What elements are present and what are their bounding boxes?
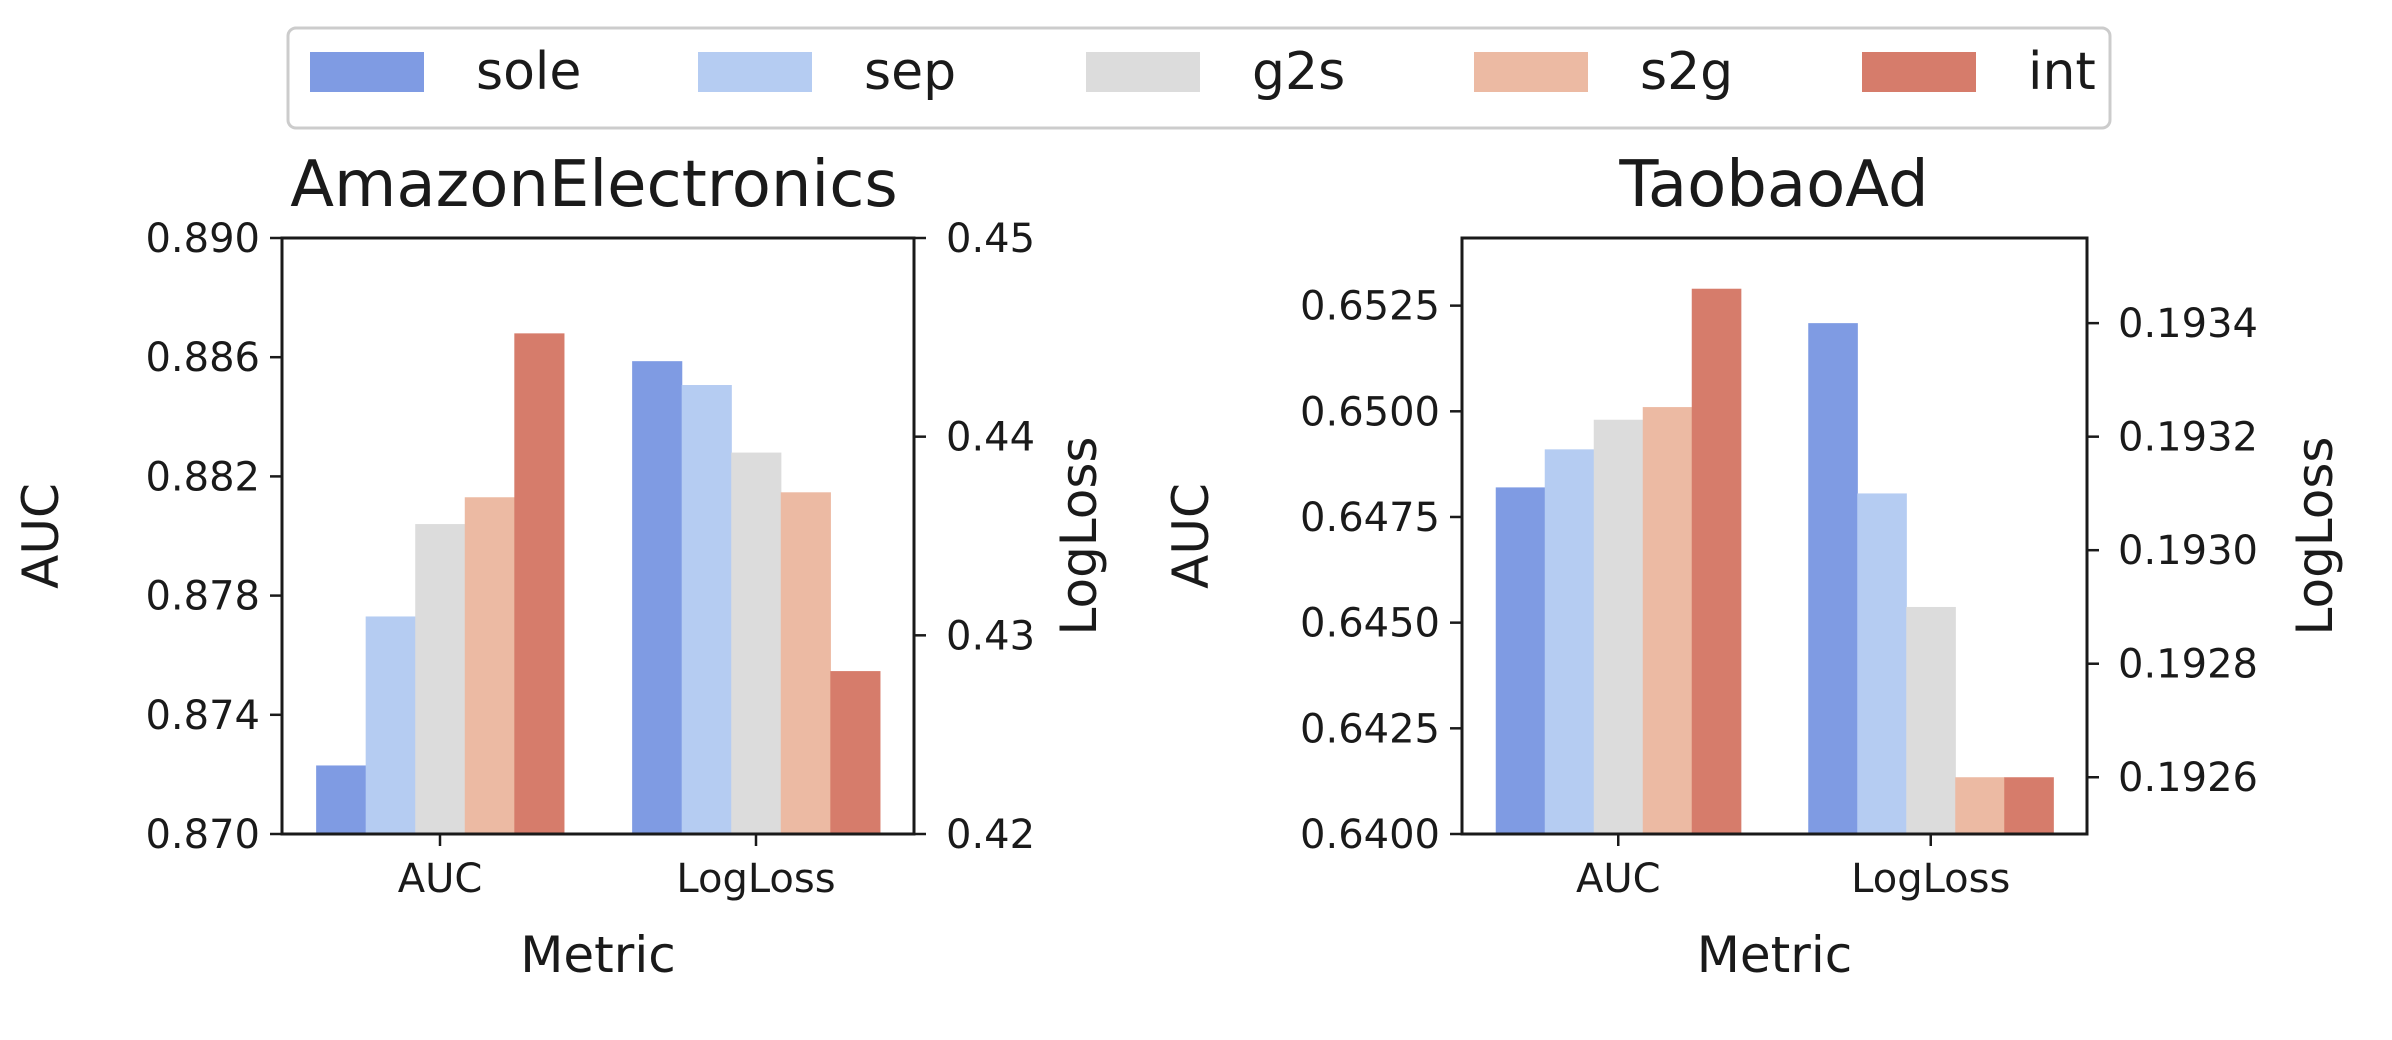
chart-taobao-ad: AUC LogLoss 0.6400 0.6425 0.6450 0.6475 0.6500… (1162, 148, 2344, 984)
legend-swatch-sep (698, 52, 812, 92)
legend-label-s2g: s2g (1640, 42, 1733, 102)
y-right-tick-label: 0.45 (946, 216, 1035, 262)
y-right-tick-label: 0.1928 (2118, 642, 2258, 688)
x-axis-label: Metric (520, 926, 675, 984)
y-right-tick-label: 0.43 (946, 613, 1035, 659)
bar-logloss-s2g (1955, 777, 2005, 834)
y-right-tick-label: 0.1934 (2118, 301, 2258, 347)
y-tick-label: 0.6500 (1300, 389, 1440, 435)
y-right-tick-label: 0.42 (946, 812, 1035, 858)
y-axis-label: AUC (12, 483, 70, 589)
x-tick-label-auc: AUC (1576, 856, 1661, 902)
chart-amazon-electronics: AUC LogLoss 0.870 0.874 0.878 0.882 0.886 0.890… (12, 148, 1108, 984)
bar-logloss-g2s (1906, 606, 1956, 834)
y-tick-label: 0.870 (145, 812, 260, 858)
plot-frame (1460, 236, 2089, 836)
legend-swatch-g2s (1086, 52, 1200, 92)
bar-logloss-sep (681, 385, 732, 834)
bar-logloss-g2s (731, 452, 782, 834)
chart-title: TaobaoAd (1618, 148, 1928, 222)
bar-logloss-s2g (780, 492, 831, 834)
bar-auc-sole (1495, 487, 1546, 834)
bar-logloss-sep (1857, 493, 1907, 834)
bar-auc-int (514, 333, 565, 834)
legend-label-sep: sep (864, 42, 956, 102)
chart-title: AmazonElectronics (290, 148, 897, 222)
x-axis-label: Metric (1697, 926, 1852, 984)
y-right-tick-label: 0.1932 (2118, 415, 2258, 461)
y-tick-label: 0.890 (145, 216, 260, 262)
bar-auc-s2g (464, 497, 515, 834)
bar-auc-sep (1544, 449, 1595, 834)
y-tick-label: 0.882 (145, 454, 260, 500)
bar-auc-sep (365, 616, 416, 834)
y-tick-label: 0.6425 (1300, 706, 1440, 752)
y-axis-label: AUC (1162, 483, 1220, 589)
y-right-tick-label: 0.1930 (2118, 528, 2258, 574)
legend-swatch-int (1862, 52, 1976, 92)
y-right-axis-label: LogLoss (2286, 437, 2344, 636)
y-tick-label: 0.886 (145, 335, 260, 381)
plot-frame (280, 236, 916, 836)
legend-label-int: int (2028, 42, 2096, 102)
legend-label-sole: sole (476, 42, 581, 102)
y-tick-label: 0.6525 (1300, 284, 1440, 330)
bar-auc-int (1691, 288, 1742, 835)
y-right-tick-label: 0.44 (946, 415, 1035, 461)
legend-swatch-sole (310, 52, 424, 92)
y-tick-label: 0.874 (145, 693, 260, 739)
y-right-tick-label: 0.1926 (2118, 755, 2258, 801)
y-tick-label: 0.878 (145, 574, 260, 620)
y-tick-label: 0.6400 (1300, 812, 1440, 858)
bar-auc-g2s (415, 524, 466, 834)
bar-auc-g2s (1593, 419, 1644, 834)
x-tick-label-auc: AUC (398, 856, 483, 902)
bar-auc-s2g (1642, 407, 1693, 834)
legend-swatch-s2g (1474, 52, 1588, 92)
y-tick-label: 0.6475 (1300, 495, 1440, 541)
legend-label-g2s: g2s (1252, 42, 1345, 102)
y-right-axis-label: LogLoss (1050, 437, 1108, 636)
legend: sole sep g2s s2g int (286, 26, 2112, 130)
bar-auc-sole (316, 765, 367, 834)
x-tick-label-logloss: LogLoss (1851, 856, 2010, 902)
x-tick-label-logloss: LogLoss (676, 856, 835, 902)
bar-logloss-int (2004, 777, 2054, 834)
bar-logloss-int (830, 671, 881, 834)
bar-logloss-sole (1808, 323, 1858, 834)
y-tick-label: 0.6450 (1300, 601, 1440, 647)
bar-logloss-sole (632, 361, 683, 834)
